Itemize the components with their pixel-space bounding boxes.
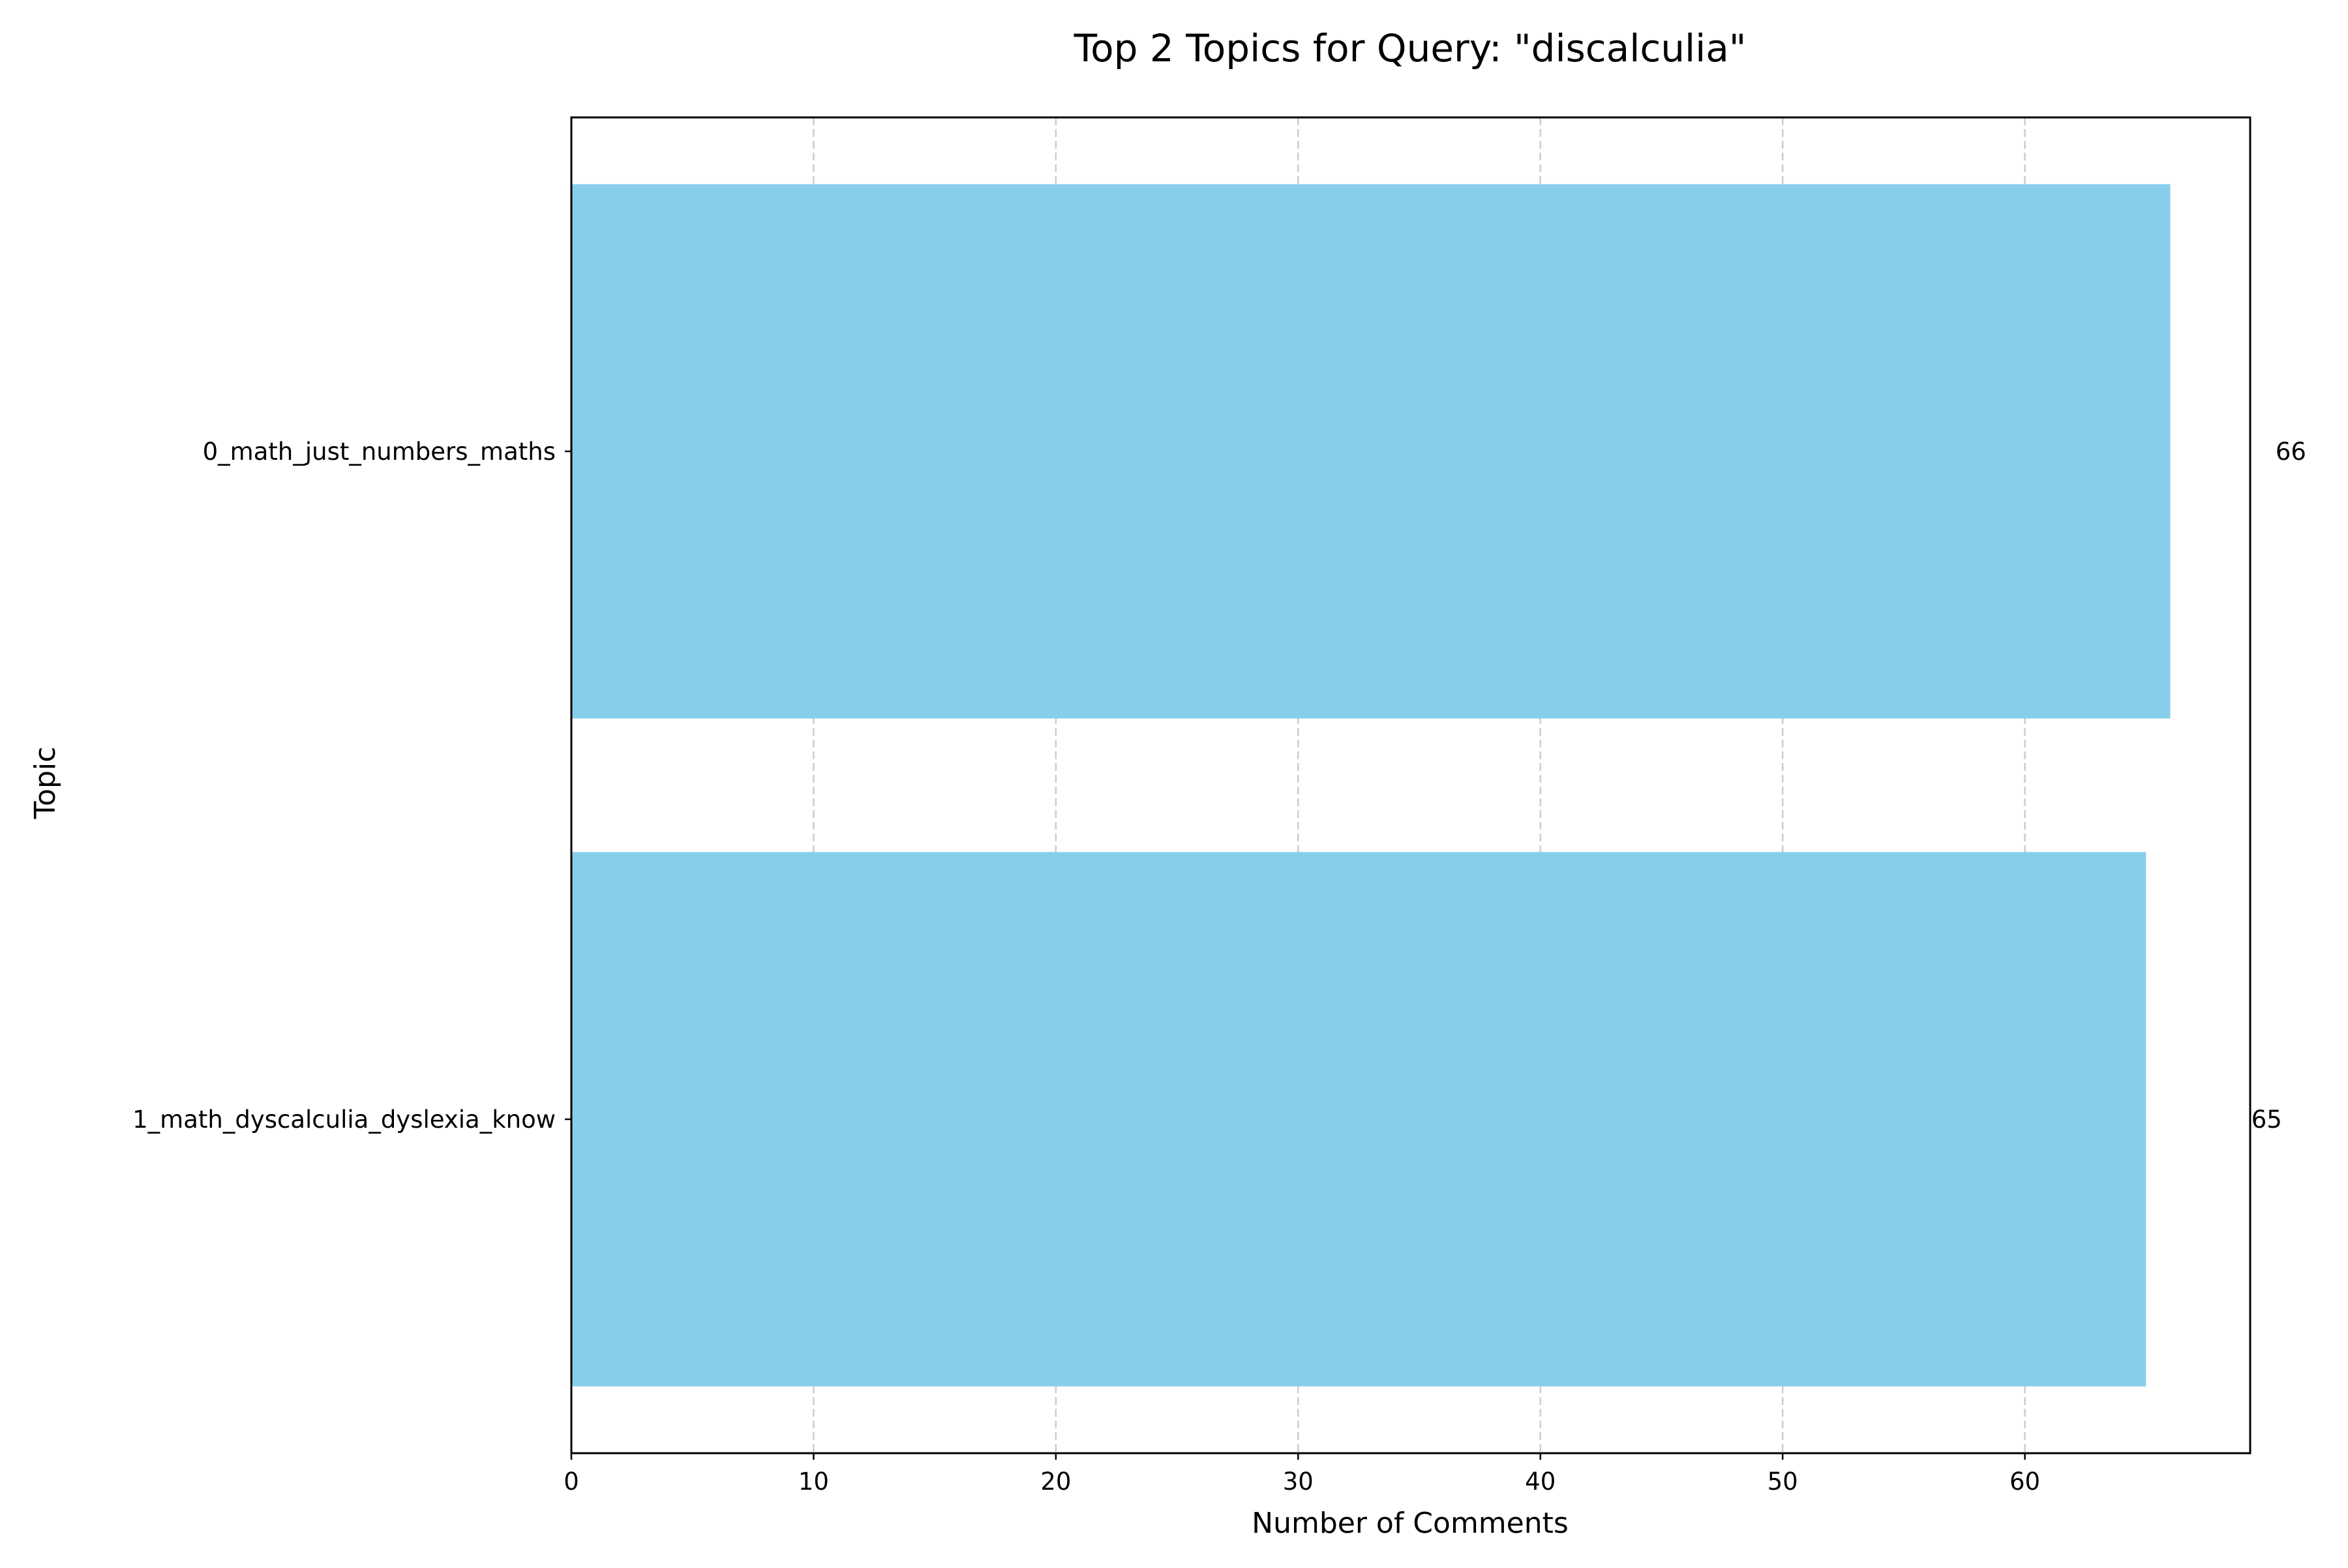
chart-title: Top 2 Topics for Query: "discalculia" bbox=[1074, 26, 1747, 70]
x-tick-label: 20 bbox=[1040, 1468, 1071, 1496]
y-axis-label: Topic bbox=[29, 747, 62, 820]
data-label: 65 bbox=[2251, 1106, 2282, 1134]
y-tick-label: 0_math_just_numbers_maths bbox=[203, 438, 556, 466]
bar bbox=[571, 852, 2146, 1387]
x-tick-label: 60 bbox=[2009, 1468, 2040, 1496]
x-axis-ticks: 0 10 20 30 40 50 60 bbox=[564, 1453, 2040, 1496]
plot-frame bbox=[570, 116, 2251, 1455]
x-tick-label: 0 bbox=[564, 1468, 579, 1496]
x-tick-label: 30 bbox=[1283, 1468, 1314, 1496]
data-label: 66 bbox=[2276, 438, 2306, 466]
data-labels: 66 65 bbox=[2251, 438, 2306, 1134]
bar bbox=[571, 184, 2171, 719]
y-tick-label: 1_math_dyscalculia_dyslexia_know bbox=[132, 1106, 556, 1134]
x-tick-label: 10 bbox=[798, 1468, 829, 1496]
x-tick-label: 50 bbox=[1768, 1468, 1798, 1496]
x-axis-label: Number of Comments bbox=[1252, 1507, 1569, 1540]
bars bbox=[571, 184, 2171, 1387]
y-axis-ticks: 0_math_just_numbers_maths 1_math_dyscalcu… bbox=[132, 438, 571, 1134]
x-tick-label: 40 bbox=[1525, 1468, 1556, 1496]
